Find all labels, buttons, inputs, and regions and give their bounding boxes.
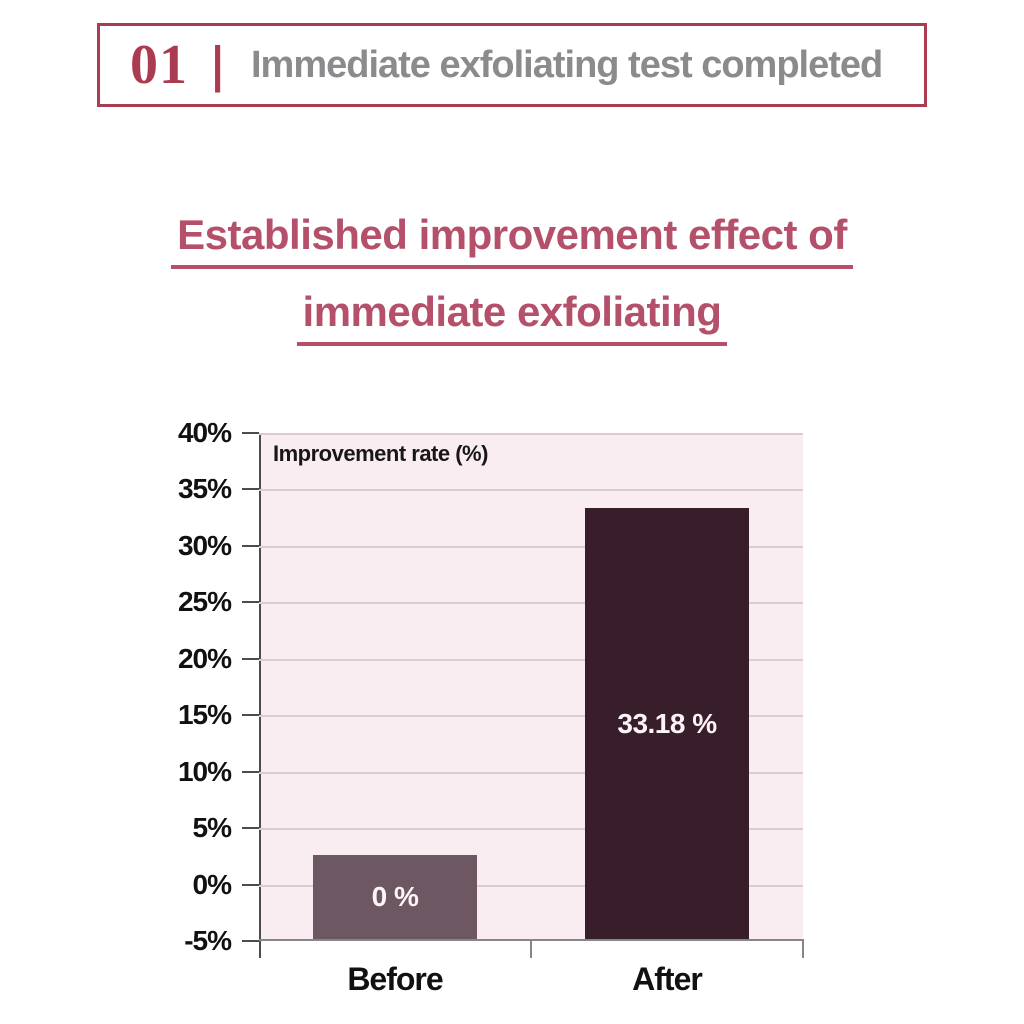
y-tick-label: 5% (192, 812, 232, 843)
main-title-line1-wrap: Established improvement effect of (0, 214, 1024, 269)
y-tick-label: 20% (177, 643, 232, 674)
y-axis-tick (242, 714, 259, 716)
bar-value-label: 0 % (371, 881, 419, 912)
y-axis-tick (242, 488, 259, 490)
main-title-line2: immediate exfoliating (296, 291, 728, 346)
y-axis-tick (242, 940, 259, 942)
y-tick-label: 40% (177, 417, 232, 448)
y-axis-tick (242, 884, 259, 886)
main-title-line1: Established improvement effect of (171, 214, 853, 269)
bar-after: 33.18 % (585, 508, 749, 939)
header-box: 01 | Immediate exfoliating test complete… (97, 23, 927, 107)
gridline (259, 489, 803, 491)
section-number: 01 (130, 34, 188, 96)
y-tick-label: 15% (177, 699, 232, 730)
y-tick-label: 35% (177, 473, 232, 504)
header-title: Immediate exfoliating test completed (250, 43, 883, 86)
y-axis-tick (242, 601, 259, 603)
gridline (259, 715, 803, 717)
y-tick-label: 0% (192, 869, 232, 900)
gridline (259, 659, 803, 661)
x-category-label: After (632, 961, 703, 997)
header-separator: | (212, 37, 224, 93)
y-tick-label: 30% (177, 530, 232, 561)
gridline (259, 828, 803, 830)
y-axis-tick (242, 658, 259, 660)
y-axis-tick (242, 771, 259, 773)
plot-area: Improvement rate (%) 40% 35% 30% 25% 20% 15% 1… (178, 417, 804, 997)
y-tick-label: 10% (177, 756, 232, 787)
gridline (259, 433, 803, 435)
x-category-label: Before (347, 961, 443, 997)
chart-title: Improvement rate (%) (273, 441, 488, 466)
y-axis-tick (242, 827, 259, 829)
bar-before: 0 % (313, 855, 477, 939)
x-axis-tick (530, 939, 532, 958)
gridline (259, 546, 803, 548)
y-tick-label: 25% (177, 586, 232, 617)
gridline (259, 602, 803, 604)
y-axis-tick (242, 432, 259, 434)
gridline (259, 772, 803, 774)
y-axis-line (259, 433, 261, 958)
y-axis-tick (242, 545, 259, 547)
y-tick-label: -5% (184, 925, 232, 956)
main-title-line2-wrap: immediate exfoliating (0, 291, 1024, 346)
main-title: Established improvement effect of immedi… (0, 214, 1024, 346)
bar-value-label: 33.18 % (617, 707, 717, 739)
gridline (259, 885, 803, 887)
x-axis-tick (802, 939, 804, 958)
